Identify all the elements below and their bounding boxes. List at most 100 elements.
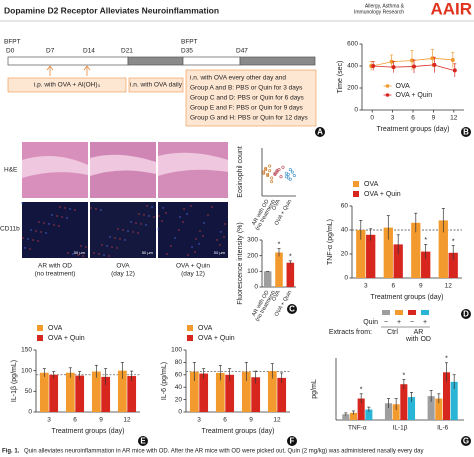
point bbox=[290, 170, 294, 174]
legend-label: OVA + Quin bbox=[364, 191, 401, 198]
cell-speck bbox=[132, 231, 134, 233]
bar bbox=[435, 398, 443, 420]
y-tick-label: 200 bbox=[247, 252, 258, 259]
cell-speck bbox=[111, 246, 113, 248]
phase-bar bbox=[239, 56, 316, 66]
cell-speck bbox=[108, 255, 110, 257]
point bbox=[268, 169, 272, 173]
bar bbox=[225, 374, 235, 412]
bar bbox=[75, 375, 85, 412]
cell-speck bbox=[187, 254, 189, 256]
significance: * bbox=[278, 241, 281, 248]
cell-speck bbox=[178, 229, 180, 231]
y-axis-label: Eosinophil count bbox=[237, 146, 244, 197]
y-tick-label: 60 bbox=[175, 372, 183, 379]
legend-sign: + bbox=[423, 319, 427, 326]
legend-swatch bbox=[353, 181, 359, 187]
column-label: (no treatment) bbox=[35, 271, 76, 278]
column-label: (day 12) bbox=[181, 271, 205, 278]
bar bbox=[448, 252, 458, 278]
legend-marker bbox=[385, 84, 390, 88]
phase-text: i.p. with OVA + Al(OH)₃ bbox=[34, 82, 101, 89]
scale-bar: 50 μm bbox=[74, 250, 86, 255]
cell-speck bbox=[85, 246, 87, 248]
legend-swatch bbox=[37, 335, 43, 341]
bar bbox=[407, 397, 416, 420]
cell-speck bbox=[135, 222, 137, 224]
panel-letter: G bbox=[463, 437, 469, 446]
cell-speck bbox=[48, 223, 50, 225]
cell-speck bbox=[29, 248, 31, 250]
bar bbox=[275, 252, 283, 287]
x-tick-label: IL-6 bbox=[437, 425, 449, 432]
legend-label: OVA + Quin bbox=[396, 92, 433, 99]
caption-label: Fig. 1. bbox=[2, 449, 20, 455]
cell-speck bbox=[148, 215, 150, 217]
bar bbox=[442, 372, 451, 420]
cell-speck bbox=[103, 254, 105, 256]
protocol-line: Group A and B: PBS or Quin for 3 days bbox=[190, 85, 303, 92]
cell-speck bbox=[43, 222, 45, 224]
cell-speck bbox=[72, 253, 74, 255]
cell-speck bbox=[166, 253, 168, 255]
point bbox=[288, 168, 292, 172]
panel-letter: F bbox=[290, 437, 295, 446]
bar bbox=[241, 371, 251, 412]
cell-speck bbox=[82, 255, 84, 257]
journal-name: Allergy, Asthma & bbox=[365, 3, 405, 9]
point bbox=[270, 180, 274, 184]
cell-speck bbox=[67, 252, 69, 254]
panel-badge bbox=[315, 127, 325, 137]
y-axis-label: TNF-α (pg/mL) bbox=[327, 219, 334, 265]
y-tick-label: 300 bbox=[247, 237, 258, 244]
cell-speck bbox=[138, 213, 140, 215]
x-tick-label: 9 bbox=[249, 417, 253, 424]
cell-speck bbox=[211, 206, 213, 208]
cell-speck bbox=[190, 205, 192, 207]
cell-speck bbox=[130, 221, 132, 223]
day-label: D21 bbox=[121, 48, 133, 55]
x-axis-label: Treatment groups (day) bbox=[202, 428, 275, 435]
y-tick-label: 60 bbox=[341, 203, 349, 210]
cell-speck bbox=[69, 208, 71, 210]
protocol-line: Group C and D: PBS or Quin for 6 days bbox=[190, 95, 305, 102]
cell-speck bbox=[124, 239, 126, 241]
y-tick-label: 400 bbox=[347, 63, 358, 70]
cell-speck bbox=[195, 238, 197, 240]
x-axis-label: Treatment groups (day) bbox=[52, 428, 125, 435]
y-axis-label: IL-1β (pg/mL) bbox=[11, 360, 18, 402]
day-label: D0 bbox=[6, 48, 15, 55]
point bbox=[391, 65, 396, 70]
point bbox=[275, 169, 279, 173]
cell-speck bbox=[202, 235, 204, 237]
cell-speck bbox=[90, 207, 92, 209]
cell-speck bbox=[106, 245, 108, 247]
panel-letter: C bbox=[289, 305, 295, 314]
cell-speck bbox=[219, 244, 221, 246]
bfpt-label: BFPT bbox=[4, 39, 21, 46]
cell-speck bbox=[158, 215, 160, 217]
cell-speck bbox=[64, 207, 66, 209]
legend-label: OVA + Quin bbox=[198, 335, 235, 342]
legend-group: with OD bbox=[405, 336, 431, 343]
phase-bar bbox=[127, 56, 184, 66]
cell-speck bbox=[216, 239, 218, 241]
bar bbox=[349, 412, 358, 420]
x-tick-label: 12 bbox=[445, 283, 453, 290]
significance: * bbox=[452, 238, 455, 245]
cell-speck bbox=[199, 230, 201, 232]
legend-swatch bbox=[353, 191, 359, 197]
cell-speck bbox=[161, 220, 163, 222]
point bbox=[410, 58, 414, 63]
panel-badge bbox=[461, 436, 471, 446]
cell-speck bbox=[223, 236, 225, 238]
point bbox=[264, 168, 268, 172]
cell-speck bbox=[40, 231, 42, 233]
legend-row-label: Quin bbox=[363, 319, 378, 326]
cell-speck bbox=[35, 230, 37, 232]
bar bbox=[356, 230, 366, 278]
legend-sign: + bbox=[397, 319, 401, 326]
y-tick-label: 80 bbox=[175, 359, 183, 366]
cell-speck bbox=[24, 247, 26, 249]
